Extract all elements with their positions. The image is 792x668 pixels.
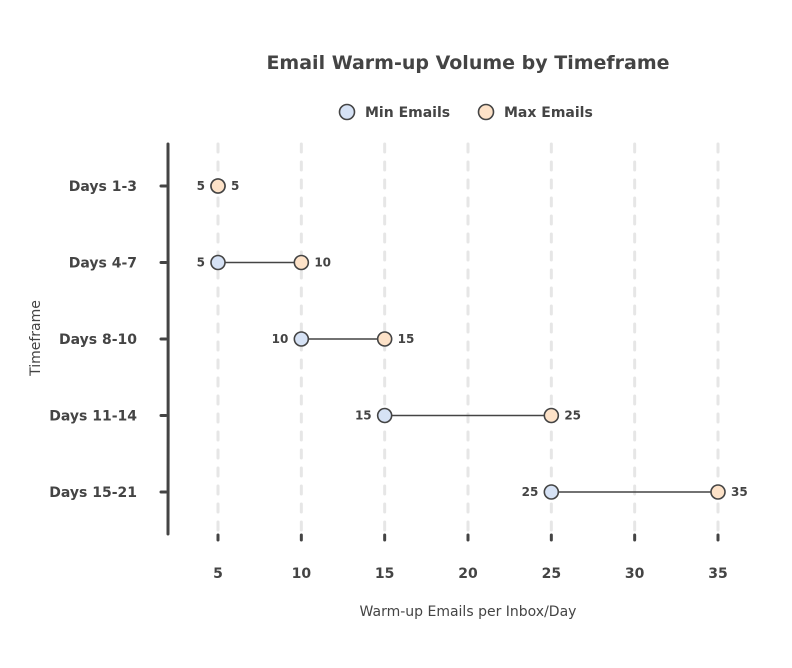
max-point <box>210 178 226 194</box>
chart-title: Email Warm-up Volume by Timeframe <box>266 52 669 74</box>
legend-label-max: Max Emails <box>504 105 593 121</box>
min-value-label: 5 <box>197 256 205 270</box>
max-point <box>543 407 560 424</box>
data-series: 5 5 5 10 10 15 15 25 25 35 <box>197 178 748 500</box>
y-tick-label: Days 15-21 <box>49 485 137 501</box>
min-value-label: 5 <box>197 179 205 193</box>
min-value-label: 25 <box>522 485 539 499</box>
max-value-label: 5 <box>231 179 239 193</box>
y-axis-ticks: Days 1-3 Days 4-7 Days 8-10 Days 11-14 Days … <box>49 179 168 501</box>
max-point <box>710 484 726 500</box>
x-tick-label: 10 <box>292 566 312 582</box>
y-tick-label: Days 4-7 <box>69 256 137 272</box>
min-value-label: 10 <box>272 332 289 346</box>
y-axis-title: Timeframe <box>28 300 44 377</box>
min-point <box>376 407 393 424</box>
x-axis-ticks: 5 10 15 20 25 30 35 <box>213 533 728 582</box>
y-tick-label: Days 1-3 <box>69 179 137 195</box>
y-tick-label: Days 8-10 <box>59 332 137 348</box>
legend-marker-min <box>338 103 356 121</box>
max-value-label: 10 <box>314 256 331 270</box>
max-point <box>376 331 393 347</box>
legend-label-min: Min Emails <box>365 105 450 121</box>
min-point <box>210 254 226 271</box>
min-point <box>543 484 560 500</box>
x-tick-label: 35 <box>708 566 727 582</box>
x-tick-label: 25 <box>542 566 561 582</box>
legend-marker-max <box>477 103 495 121</box>
min-value-label: 15 <box>355 409 372 423</box>
gridlines <box>216 142 720 536</box>
min-point <box>293 331 310 347</box>
y-tick-label: Days 11-14 <box>49 409 137 425</box>
max-value-label: 25 <box>564 409 581 423</box>
max-value-label: 15 <box>398 332 415 346</box>
x-tick-label: 15 <box>375 566 394 582</box>
x-tick-label: 5 <box>213 566 223 582</box>
x-axis-title: Warm-up Emails per Inbox/Day <box>360 604 577 620</box>
x-tick-label: 20 <box>458 566 478 582</box>
max-point <box>293 254 310 271</box>
x-tick-label: 30 <box>625 566 645 582</box>
legend: Min Emails Max Emails <box>338 103 593 121</box>
max-value-label: 35 <box>731 485 748 499</box>
